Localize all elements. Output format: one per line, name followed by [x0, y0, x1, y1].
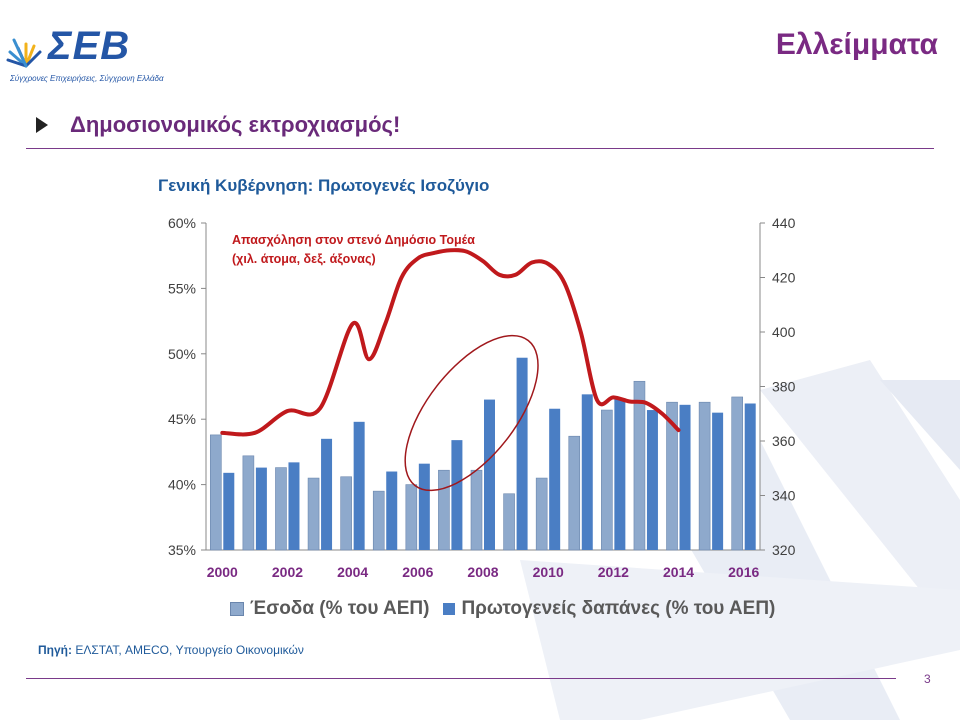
bar-revenue [275, 467, 287, 551]
bar-spending [321, 438, 333, 550]
bar-revenue [405, 484, 418, 551]
x-tick-label: 2016 [728, 564, 759, 580]
bar-spending [223, 472, 235, 550]
bar-spending [386, 471, 398, 550]
chart-bars [209, 357, 756, 551]
bar-revenue [535, 477, 548, 551]
legend-swatch-spending [443, 603, 456, 615]
chart-legend: Έσοδα (% του ΑΕΠ) Πρωτογενείς δαπάνες (%… [230, 598, 775, 620]
bar-spending [614, 398, 626, 550]
bullet-point: Δημοσιονομικός εκτροχιασμός! [36, 112, 400, 138]
y-left-tick-label: 45% [168, 411, 196, 427]
highlight-ellipse [404, 334, 539, 492]
chart-title: Γενική Κυβέρνηση: Πρωτογενές Ισοζύγιο [158, 176, 490, 195]
bar-revenue [307, 477, 320, 551]
slide-title: Ελλείμματα [775, 28, 938, 61]
y-right-tick-label: 420 [772, 270, 796, 286]
logo-text: ΣΕΒ [48, 24, 131, 68]
x-tick-label: 2012 [598, 564, 629, 580]
y-right-tick-label: 320 [772, 542, 796, 558]
source-label: Πηγή: [38, 643, 72, 657]
bar-spending [744, 403, 756, 550]
bar-spending [712, 412, 724, 550]
y-right-tick-label: 380 [772, 379, 796, 395]
y-right-tick-label: 360 [772, 433, 796, 449]
bar-spending [418, 463, 430, 550]
bar-spending [484, 399, 495, 550]
y-right-tick-label: 440 [772, 215, 796, 231]
chart-line [220, 248, 681, 437]
legend-label-revenue: Έσοδα (% του ΑΕΠ) [250, 598, 430, 619]
employment-line [220, 248, 681, 437]
y-left-tick-label: 60% [168, 215, 196, 231]
logo-burst-icon [6, 38, 42, 68]
x-tick-label: 2006 [402, 564, 433, 580]
chart-annotation: Απασχόληση στον στενό Δημόσιο Τομέα (χιλ.… [232, 233, 539, 492]
annotation-line: (χιλ. άτομα, δεξ. άξονας) [232, 252, 376, 266]
logo-tagline: Σύγχρονες Επιχειρήσεις, Σύγχρονη Ελλάδα [10, 74, 164, 83]
annotation-line: Απασχόληση στον στενό Δημόσιο Τομέα [232, 233, 475, 247]
y-right-tick-label: 400 [772, 324, 796, 340]
bar-spending [549, 408, 561, 550]
seb-logo: ΣΕΒ Σύγχρονες Επιχειρήσεις, Σύγχρονη Ελλ… [4, 12, 179, 83]
bar-revenue [438, 469, 450, 551]
source-text: ΕΛΣΤΑΤ, AMECO, Υπουργείο Οικονομικών [75, 643, 304, 657]
y-left-tick-label: 50% [168, 346, 196, 362]
bar-revenue [633, 380, 646, 551]
y-left-tick-label: 40% [168, 477, 196, 493]
footer-divider [26, 678, 896, 679]
bar-revenue [503, 493, 515, 551]
bar-revenue [242, 455, 255, 551]
bar-revenue [698, 401, 711, 551]
y-right-tick-label: 340 [772, 488, 796, 504]
y-left-tick-label: 35% [168, 542, 196, 558]
x-tick-label: 2010 [533, 564, 564, 580]
x-tick-label: 2000 [207, 564, 238, 580]
x-tick-label: 2014 [663, 564, 694, 580]
bar-revenue [568, 435, 581, 551]
x-tick-label: 2002 [272, 564, 303, 580]
legend-label-spending: Πρωτογενείς δαπάνες (% του ΑΕΠ) [461, 598, 776, 619]
arrow-bullet-icon [36, 117, 48, 133]
x-tick-label: 2004 [337, 564, 368, 580]
bullet-text: Δημοσιονομικός εκτροχιασμός! [70, 112, 401, 137]
bar-revenue [731, 396, 744, 551]
bar-revenue [209, 434, 222, 551]
bar-spending [353, 421, 365, 550]
bar-spending [581, 394, 593, 550]
bar-revenue [666, 401, 678, 551]
legend-swatch-revenue [230, 602, 244, 616]
source-note: Πηγή: ΕΛΣΤΑΤ, AMECO, Υπουργείο Οικονομικ… [38, 643, 304, 657]
bar-spending [451, 440, 463, 550]
x-tick-label: 2008 [467, 564, 498, 580]
page-number: 3 [924, 672, 931, 686]
bar-spending [679, 404, 691, 550]
header-divider [26, 148, 934, 149]
bar-spending [255, 467, 267, 550]
bar-spending [516, 357, 528, 550]
bar-spending [288, 462, 300, 550]
bar-spending [646, 410, 658, 550]
bar-revenue [340, 476, 352, 551]
y-left-tick-label: 55% [168, 280, 196, 296]
bar-revenue [601, 409, 613, 551]
bar-revenue [372, 490, 385, 551]
bar-revenue [470, 469, 483, 551]
